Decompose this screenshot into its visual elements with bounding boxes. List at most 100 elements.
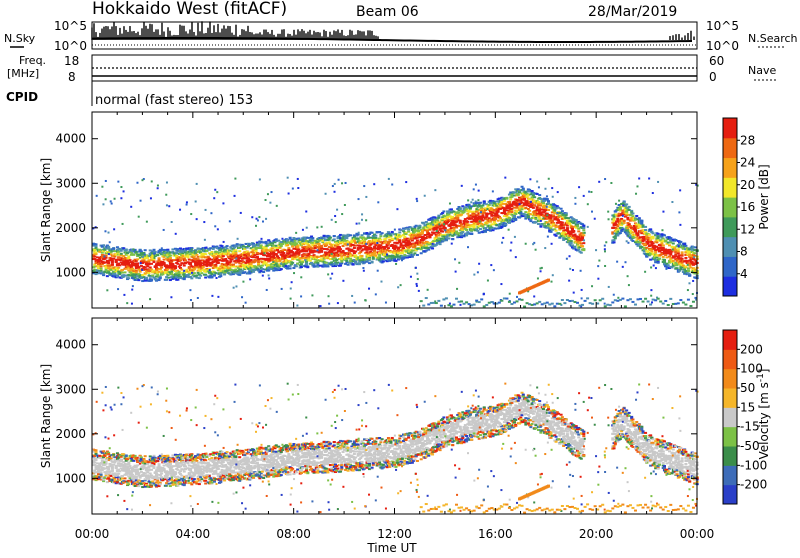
power-echo — [533, 196, 536, 198]
power-echo — [582, 225, 585, 227]
power-echo — [213, 275, 216, 277]
power-echo — [320, 245, 323, 247]
power-echo — [628, 206, 631, 208]
power-echo — [212, 248, 215, 250]
power-echo — [614, 222, 617, 224]
power-echo — [416, 254, 419, 256]
power-echo — [634, 230, 637, 232]
power-echo — [136, 262, 139, 264]
power-echo — [292, 267, 295, 269]
power-echo — [338, 246, 341, 248]
power-echo — [147, 272, 150, 274]
power-echo — [381, 232, 384, 234]
power-echo — [113, 255, 116, 257]
power-echo — [447, 237, 450, 239]
power-echo — [238, 250, 241, 252]
power-echo — [441, 231, 444, 233]
power-echo — [301, 261, 304, 263]
power-echo — [431, 247, 434, 249]
power-echo — [265, 247, 268, 249]
noise-right-tick-bottom: 10^0 — [706, 39, 739, 53]
power-echo — [582, 227, 585, 229]
power-echo — [435, 228, 438, 230]
power-echo — [662, 244, 665, 246]
power-echo — [127, 257, 130, 259]
power-echo — [333, 235, 336, 237]
power-echo — [224, 258, 227, 260]
power-echo — [360, 255, 363, 257]
power-echo — [156, 254, 159, 256]
power-echo — [577, 249, 580, 251]
power-echo — [260, 244, 263, 246]
power-echo — [190, 277, 193, 279]
power-echo — [95, 243, 98, 245]
power-echo — [144, 249, 147, 251]
power-echo — [470, 233, 473, 235]
power-echo — [117, 267, 120, 269]
frequency-panel: Freq. [MHz] 18 8 60 0 Nave — [7, 54, 778, 84]
power-echo — [379, 239, 382, 241]
power-echo — [129, 259, 132, 261]
power-echo — [616, 234, 619, 236]
power-echo — [353, 247, 356, 249]
power-echo — [531, 190, 534, 192]
power-echo — [640, 222, 643, 224]
power-echo — [616, 225, 619, 227]
power-echo — [347, 264, 350, 266]
power-echo — [342, 245, 345, 247]
power-echo — [333, 238, 336, 240]
power-echo — [100, 265, 103, 267]
power-echo — [176, 279, 179, 281]
power-echo — [547, 209, 550, 211]
power-echo — [557, 219, 560, 221]
power-echo — [219, 275, 222, 277]
power-echo — [150, 280, 153, 282]
power-echo — [202, 266, 205, 268]
power-echo — [398, 240, 401, 242]
power-echo — [577, 230, 580, 232]
power-echo — [107, 261, 110, 263]
power-echo — [427, 249, 430, 251]
power-echo — [461, 231, 464, 233]
power-echo — [291, 262, 294, 264]
power-echo — [635, 215, 638, 217]
power-echo — [339, 248, 342, 250]
power-echo — [539, 226, 542, 228]
power-echo — [582, 249, 585, 251]
power-echo — [193, 272, 196, 274]
power-echo — [581, 245, 584, 247]
power-echo — [349, 234, 352, 236]
power-echo — [221, 245, 224, 247]
power-echo — [198, 277, 201, 279]
power-echo — [493, 221, 496, 223]
power-echo — [503, 200, 506, 202]
power-echo — [532, 207, 535, 209]
power-echo — [276, 249, 279, 251]
power-echo — [481, 219, 484, 221]
power-echo — [204, 253, 207, 255]
power-echo — [160, 266, 163, 268]
power-echo — [513, 215, 516, 217]
power-echo — [320, 250, 323, 252]
power-echo — [120, 253, 123, 255]
power-echo — [640, 220, 643, 222]
power-echo — [403, 236, 406, 238]
power-echo — [354, 250, 357, 252]
power-echo — [100, 268, 103, 270]
power-echo — [550, 231, 553, 233]
power-echo — [466, 213, 469, 215]
cpid-label: CPID — [6, 90, 38, 104]
power-echo — [582, 229, 585, 231]
power-echo — [439, 243, 442, 245]
power-echo — [573, 234, 576, 236]
power-echo — [623, 220, 626, 222]
power-echo — [222, 255, 225, 257]
power-echo — [223, 273, 226, 275]
power-echo — [169, 255, 172, 257]
power-echo — [289, 267, 292, 269]
power-echo — [289, 237, 292, 239]
power-echo — [146, 257, 149, 259]
power-echo — [568, 238, 571, 240]
